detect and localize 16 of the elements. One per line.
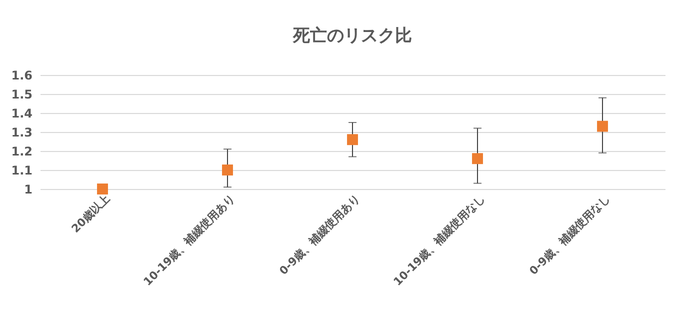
y-tick-label: 1 [24,182,32,196]
y-tick-label: 1.2 [11,144,32,158]
x-tick-label: 0-9歳、補綴使用なし [526,192,612,278]
x-tick-label: 20歳以上 [69,192,112,236]
point [597,120,608,132]
y-tick-label: 1.5 [11,88,32,102]
y-tick-label: 1.6 [11,68,32,82]
x-tick-label: 0-9歳、補綴使用あり [276,192,362,278]
y-tick-label: 1.3 [11,126,32,140]
chart-title: 死亡のリスク比 [292,26,412,46]
point [97,184,108,194]
y-tick-label: 1.1 [11,164,32,178]
y-tick-label: 1.4 [11,106,32,120]
point [472,153,483,164]
point [222,164,233,176]
point [347,134,358,146]
